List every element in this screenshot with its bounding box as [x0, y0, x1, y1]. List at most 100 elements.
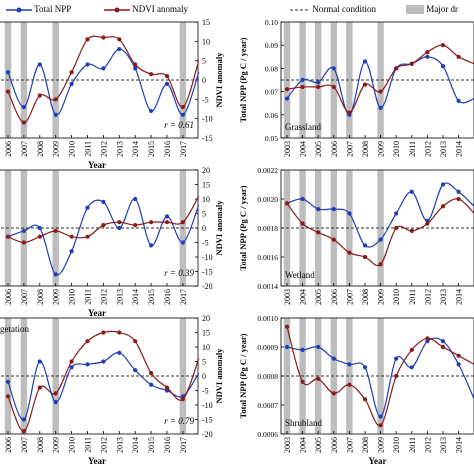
left-top-series-ndvi-point [101, 35, 106, 40]
left-top-xtick-label: 2015 [147, 141, 156, 157]
right-middle-xtick-label: 2003 [283, 289, 292, 305]
left-top-series-ndvi-point [69, 70, 74, 75]
right-top-series-npp-point [456, 98, 461, 103]
right-bottom-drought-bar [377, 318, 384, 434]
left-top-r-label: r = 0.61 [164, 120, 194, 130]
left-middle-ytick-label: 0 [202, 224, 206, 233]
left-top-xlabel: Year [88, 160, 106, 170]
left-middle-series-ndvi-point [53, 228, 58, 233]
left-middle-series-npp-point [101, 199, 106, 204]
left-middle-series-npp-point [69, 249, 74, 254]
right-middle-series-ndvi-point [316, 230, 321, 235]
left-top-series-npp-point [21, 104, 26, 110]
left-bottom-xtick-label: 2012 [99, 437, 108, 453]
left-top-series-ndvi-point [5, 89, 11, 94]
right-middle-series-ndvi-point [394, 225, 399, 231]
right-middle-panel-label: Wetland [285, 270, 315, 280]
right-top-panel-label: Grassland [285, 122, 321, 132]
right-top-xtick-label: 2003 [283, 141, 292, 157]
right-bottom-series-ndvi-point [300, 379, 305, 384]
right-middle-drought-bar [346, 170, 353, 286]
left-middle-series-ndvi-point [69, 234, 74, 239]
right-top-ytick-label: 0.06 [265, 111, 278, 120]
right-top-series-npp-point [284, 96, 290, 101]
right-top-series-ndvi-point [394, 66, 399, 71]
right-bottom-series-npp-point [362, 365, 368, 370]
left-bottom-ytick-label: -5 [202, 387, 209, 396]
left-middle-xtick-label: 2006 [4, 289, 13, 305]
right-bottom-panel-label: Shrubland [285, 418, 322, 428]
left-bottom-drought-bar [52, 318, 59, 434]
left-bottom-ytick-label: 15 [202, 329, 210, 338]
left-bottom-xtick-label: 2014 [131, 437, 140, 453]
left-bottom-xtick-label: 2007 [20, 437, 29, 453]
right-bottom-xtick-label: 2011 [408, 437, 417, 453]
right-bottom-xtick-label: 2006 [330, 437, 339, 453]
right-bottom-series-npp-point [300, 347, 305, 352]
right-top-xtick-label: 2012 [423, 141, 432, 157]
left-bottom-ytick-label: 10 [202, 343, 210, 352]
right-bottom-series-ndvi-point [331, 391, 336, 396]
right-top-series-npp-point [378, 105, 383, 110]
right-middle-series-ndvi-point [300, 221, 305, 226]
right-bottom-series-npp-point [425, 339, 430, 344]
left-top-series-npp-point [164, 81, 170, 86]
right-top-xtick-label: 2014 [455, 141, 464, 157]
right-top-ytick-label: 0.09 [265, 41, 278, 50]
left-top-xtick-label: 2016 [163, 141, 172, 157]
right-top-ytick-label: 0.08 [265, 64, 278, 73]
left-top-series-npp-point [117, 46, 122, 52]
right-top-series-ndvi-point [440, 43, 446, 48]
right-middle-series-npp-point [378, 237, 383, 242]
left-middle-xtick-label: 2015 [147, 289, 156, 305]
right-middle-series-ndvi-point [362, 254, 368, 260]
left-bottom-series-npp-point [21, 417, 26, 422]
right-top-series-ndvi-point [362, 82, 368, 87]
left-bottom-xtick-label: 2015 [147, 437, 156, 453]
right-bottom-series-ndvi-point [409, 347, 414, 352]
right-middle-drought-bar [377, 170, 384, 286]
right-middle-ylabel: Total NPP (Pg C / year) [238, 185, 248, 270]
right-top-series-ndvi-point [316, 84, 321, 90]
left-middle-y2label: NDVI anomaly [214, 200, 224, 256]
left-bottom-series-ndvi-point [164, 385, 170, 390]
right-bottom-series-ndvi-point [425, 336, 430, 341]
right-middle-xtick-label: 2011 [408, 289, 417, 305]
left-bottom-series-npp-point [85, 362, 90, 367]
left-bottom-series-ndvi-point [133, 339, 138, 344]
left-top-series-npp-point [180, 112, 185, 117]
left-middle-series-npp-point [85, 205, 90, 210]
right-top-ylabel: Total NPP (Pg C / year) [238, 37, 248, 122]
left-middle-xtick-label: 2016 [163, 289, 172, 305]
right-bottom-series-npp-point [409, 365, 414, 370]
left-top-xtick-label: 2011 [84, 141, 93, 157]
left-bottom-xtick-label: 2008 [36, 437, 45, 453]
right-top-xtick-label: 2005 [314, 141, 323, 157]
left-middle-xtick-label: 2008 [36, 289, 45, 305]
left-middle-series-npp-point [180, 240, 185, 245]
left-bottom-ytick-label: 20 [202, 314, 210, 323]
legend-total-npp-swatch [6, 7, 32, 13]
right-middle-xtick-label: 2008 [361, 289, 370, 305]
left-top-ytick-label: 10 [202, 37, 210, 46]
right-middle-series-npp-point [300, 196, 305, 202]
right-top-series-ndvi-point [425, 50, 430, 55]
left-middle-ytick-label: -20 [202, 282, 213, 291]
left-top-xtick-label: 2017 [179, 141, 188, 157]
left-bottom-series-ndvi-point [21, 429, 26, 434]
left-top-series-ndvi-point [164, 74, 170, 79]
right-bottom-series-ndvi-point [440, 344, 446, 350]
right-middle-series-ndvi-point [284, 201, 290, 206]
legend-total-npp: Total NPP [6, 4, 71, 14]
left-bottom-r-label: r = 0.79 [164, 416, 194, 426]
right-middle-series-npp-point [425, 218, 430, 223]
left-bottom-xtick-label: 2011 [84, 437, 93, 453]
left-bottom-series-npp-point [53, 400, 58, 405]
right-bottom-ytick-label: 0.0006 [257, 430, 278, 439]
right-bottom-series-ndvi-point [394, 373, 399, 379]
right-middle-series-ndvi-point [425, 221, 430, 226]
left-middle-xtick-label: 2013 [115, 289, 124, 305]
right-middle-xtick-label: 2009 [377, 289, 386, 305]
right-middle-series-npp-point [440, 182, 446, 187]
left-top-series-npp-point [133, 66, 138, 71]
